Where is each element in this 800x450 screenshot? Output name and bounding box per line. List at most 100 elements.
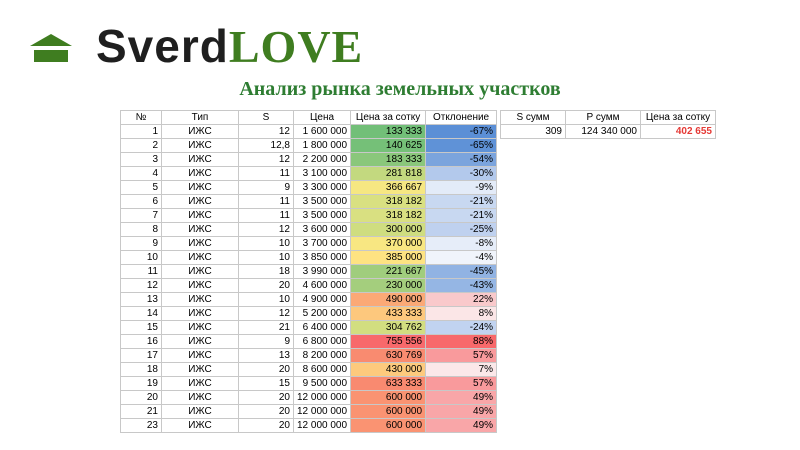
row-number: 14 — [120, 306, 162, 321]
row-price: 8 200 000 — [292, 348, 352, 363]
row-deviation: -9% — [425, 180, 498, 195]
row-type: ИЖС — [161, 194, 239, 209]
row-price-per-are: 366 667 — [350, 180, 427, 195]
summary-header-price-per-are: Цена за сотку — [640, 110, 716, 125]
row-price-per-are: 281 818 — [350, 166, 427, 181]
row-price: 12 000 000 — [292, 404, 352, 419]
row-number: 10 — [120, 250, 162, 265]
row-number: 9 — [120, 236, 162, 251]
row-price-per-are: 385 000 — [350, 250, 427, 265]
row-number: 19 — [120, 376, 162, 391]
row-deviation: 49% — [425, 390, 498, 405]
row-price: 9 500 000 — [292, 376, 352, 391]
row-number: 1 — [120, 124, 162, 139]
table-row: 16 ИЖС 9 6 800 000 755 556 88% — [120, 334, 498, 349]
row-number: 23 — [120, 418, 162, 433]
row-deviation: -67% — [425, 124, 498, 139]
summary-row: 309 124 340 000 402 655 — [500, 124, 716, 139]
row-number: 11 — [120, 264, 162, 279]
table-row: 11 ИЖС 18 3 990 000 221 667 -45% — [120, 264, 498, 279]
table-row: 21 ИЖС 20 12 000 000 600 000 49% — [120, 404, 498, 419]
row-deviation: 49% — [425, 404, 498, 419]
row-price-per-are: 318 182 — [350, 194, 427, 209]
row-number: 5 — [120, 180, 162, 195]
table-row: 5 ИЖС 9 3 300 000 366 667 -9% — [120, 180, 498, 195]
row-price: 1 600 000 — [292, 124, 352, 139]
table-row: 10 ИЖС 10 3 850 000 385 000 -4% — [120, 250, 498, 265]
table-row: 8 ИЖС 12 3 600 000 300 000 -25% — [120, 222, 498, 237]
row-price: 6 800 000 — [292, 334, 352, 349]
row-deviation: -25% — [425, 222, 498, 237]
row-price-per-are: 600 000 — [350, 404, 427, 419]
table-row: 6 ИЖС 11 3 500 000 318 182 -21% — [120, 194, 498, 209]
row-area: 20 — [238, 418, 294, 433]
row-type: ИЖС — [161, 124, 239, 139]
table-row: 2 ИЖС 12,8 1 800 000 140 625 -65% — [120, 138, 498, 153]
row-area: 10 — [238, 236, 294, 251]
row-price-per-are: 433 333 — [350, 306, 427, 321]
row-price-per-are: 755 556 — [350, 334, 427, 349]
row-price: 3 500 000 — [292, 208, 352, 223]
row-deviation: -21% — [425, 208, 498, 223]
row-price-per-are: 630 769 — [350, 348, 427, 363]
row-deviation: 49% — [425, 418, 498, 433]
row-area: 18 — [238, 264, 294, 279]
row-type: ИЖС — [161, 348, 239, 363]
table-row: 15 ИЖС 21 6 400 000 304 762 -24% — [120, 320, 498, 335]
summary-price-sum: 124 340 000 — [565, 124, 641, 139]
summary-header-row: S сумм P сумм Цена за сотку — [500, 110, 716, 125]
row-price-per-are: 221 667 — [350, 264, 427, 279]
row-type: ИЖС — [161, 250, 239, 265]
row-type: ИЖС — [161, 376, 239, 391]
row-price-per-are: 300 000 — [350, 222, 427, 237]
row-area: 12 — [238, 222, 294, 237]
table-row: 19 ИЖС 15 9 500 000 633 333 57% — [120, 376, 498, 391]
row-number: 18 — [120, 362, 162, 377]
row-price: 3 100 000 — [292, 166, 352, 181]
row-type: ИЖС — [161, 334, 239, 349]
row-price: 8 600 000 — [292, 362, 352, 377]
header-area: S — [238, 110, 294, 125]
brand-logo: SverdLOVE — [96, 20, 363, 73]
row-number: 17 — [120, 348, 162, 363]
row-type: ИЖС — [161, 264, 239, 279]
row-type: ИЖС — [161, 180, 239, 195]
row-area: 15 — [238, 376, 294, 391]
row-deviation: 57% — [425, 376, 498, 391]
page-title: Анализ рынка земельных участков — [239, 78, 561, 100]
row-area: 12 — [238, 152, 294, 167]
row-area: 11 — [238, 208, 294, 223]
row-area: 9 — [238, 334, 294, 349]
row-price-per-are: 490 000 — [350, 292, 427, 307]
row-type: ИЖС — [161, 362, 239, 377]
row-area: 12,8 — [238, 138, 294, 153]
summary-area-sum: 309 — [500, 124, 566, 139]
table-row: 9 ИЖС 10 3 700 000 370 000 -8% — [120, 236, 498, 251]
row-number: 21 — [120, 404, 162, 419]
row-price: 12 000 000 — [292, 390, 352, 405]
row-price-per-are: 633 333 — [350, 376, 427, 391]
row-number: 16 — [120, 334, 162, 349]
row-number: 7 — [120, 208, 162, 223]
row-price: 2 200 000 — [292, 152, 352, 167]
table-row: 3 ИЖС 12 2 200 000 183 333 -54% — [120, 152, 498, 167]
row-type: ИЖС — [161, 418, 239, 433]
row-type: ИЖС — [161, 208, 239, 223]
header-price: Цена — [292, 110, 352, 125]
table-row: 14 ИЖС 12 5 200 000 433 333 8% — [120, 306, 498, 321]
row-deviation: -54% — [425, 152, 498, 167]
row-price: 3 990 000 — [292, 264, 352, 279]
row-area: 20 — [238, 404, 294, 419]
row-type: ИЖС — [161, 222, 239, 237]
row-price-per-are: 600 000 — [350, 390, 427, 405]
row-deviation: -43% — [425, 278, 498, 293]
row-price: 3 300 000 — [292, 180, 352, 195]
row-type: ИЖС — [161, 278, 239, 293]
row-type: ИЖС — [161, 292, 239, 307]
row-price-per-are: 230 000 — [350, 278, 427, 293]
row-deviation: 7% — [425, 362, 498, 377]
row-number: 13 — [120, 292, 162, 307]
row-deviation: -65% — [425, 138, 498, 153]
row-number: 4 — [120, 166, 162, 181]
row-price: 4 900 000 — [292, 292, 352, 307]
